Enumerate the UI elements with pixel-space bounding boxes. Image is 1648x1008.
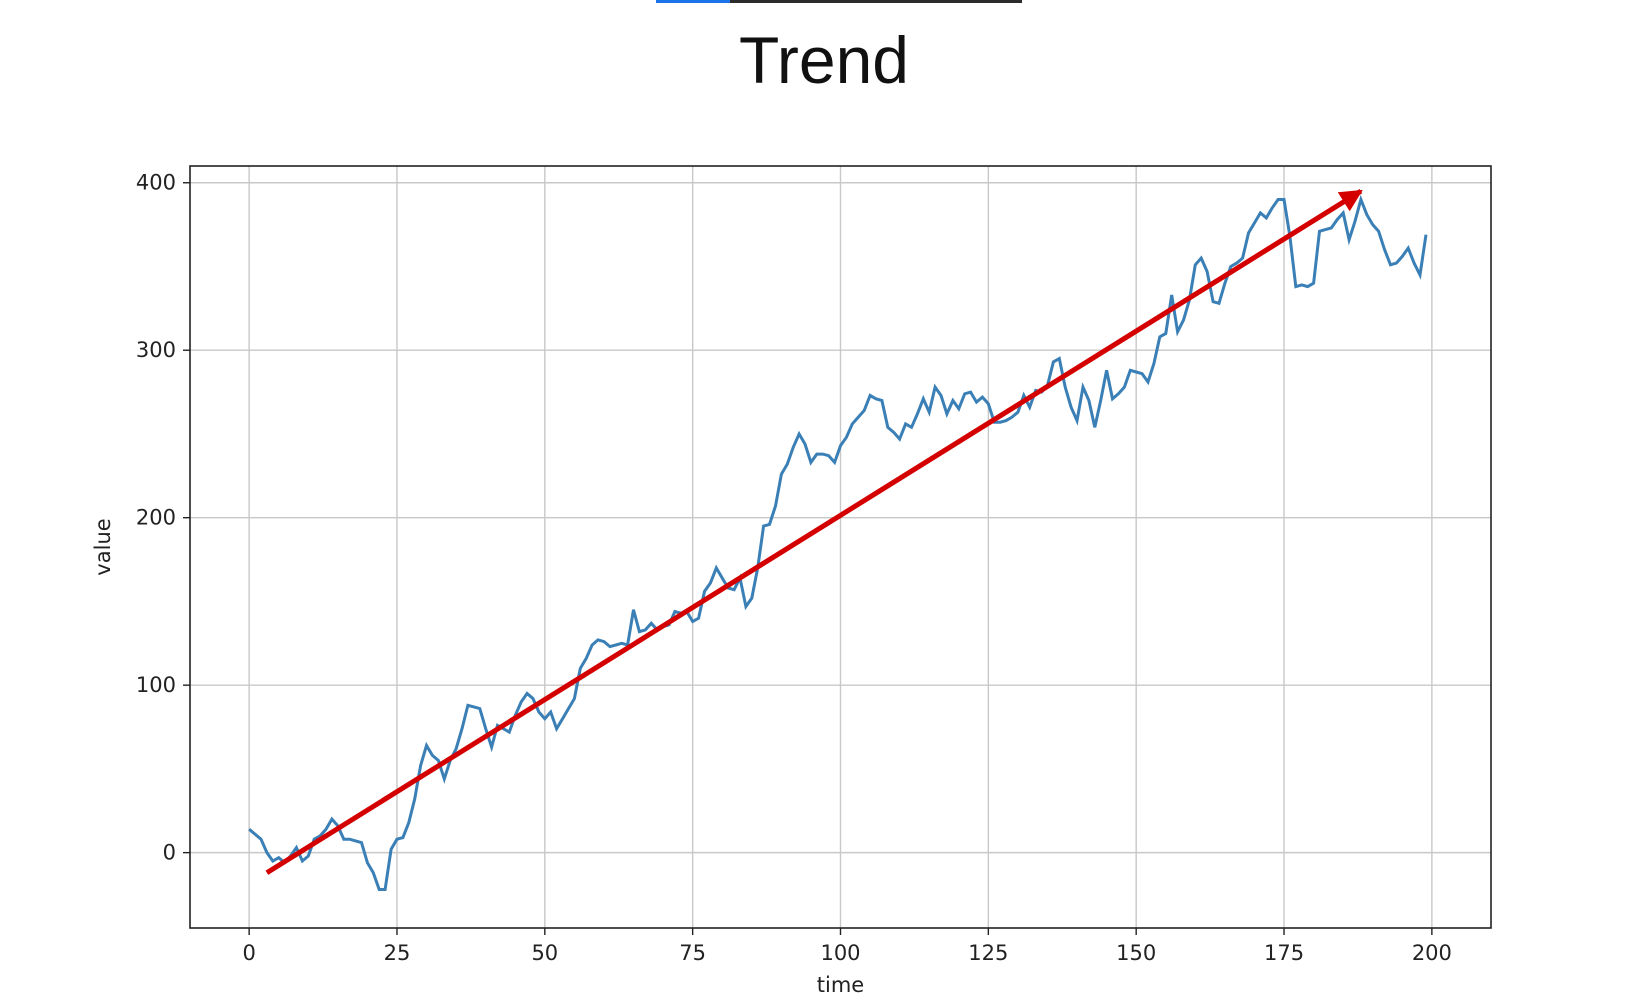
y-tick-label: 200 [136, 506, 176, 530]
x-tick-label: 200 [1412, 941, 1452, 965]
slide-title: Trend [739, 23, 909, 97]
series-line [248, 194, 1428, 891]
x-tick-label: 100 [820, 941, 860, 965]
y-tick-label: 100 [136, 673, 176, 697]
top-rule [656, 0, 1022, 3]
grid [190, 166, 1491, 928]
x-tick-label: 75 [679, 941, 706, 965]
y-tick-label: 300 [136, 338, 176, 362]
trend-arrow [265, 188, 1363, 875]
y-axis-label: value [91, 518, 115, 575]
x-tick-label: 0 [242, 941, 255, 965]
x-tick-label: 150 [1116, 941, 1156, 965]
plot-frame [189, 165, 1492, 929]
x-tick-label: 125 [968, 941, 1008, 965]
x-axis-label: time [817, 973, 864, 997]
x-tick-label: 175 [1264, 941, 1304, 965]
y-tick-label: 0 [163, 841, 176, 865]
y-tick-label: 400 [136, 171, 176, 195]
tick-labels: 0 25 50 75 100 125 150 175 200 0 100 200 300 400 [136, 171, 1452, 965]
x-tick-label: 25 [384, 941, 411, 965]
top-rule-accent [656, 0, 730, 3]
x-tick-label: 50 [531, 941, 558, 965]
